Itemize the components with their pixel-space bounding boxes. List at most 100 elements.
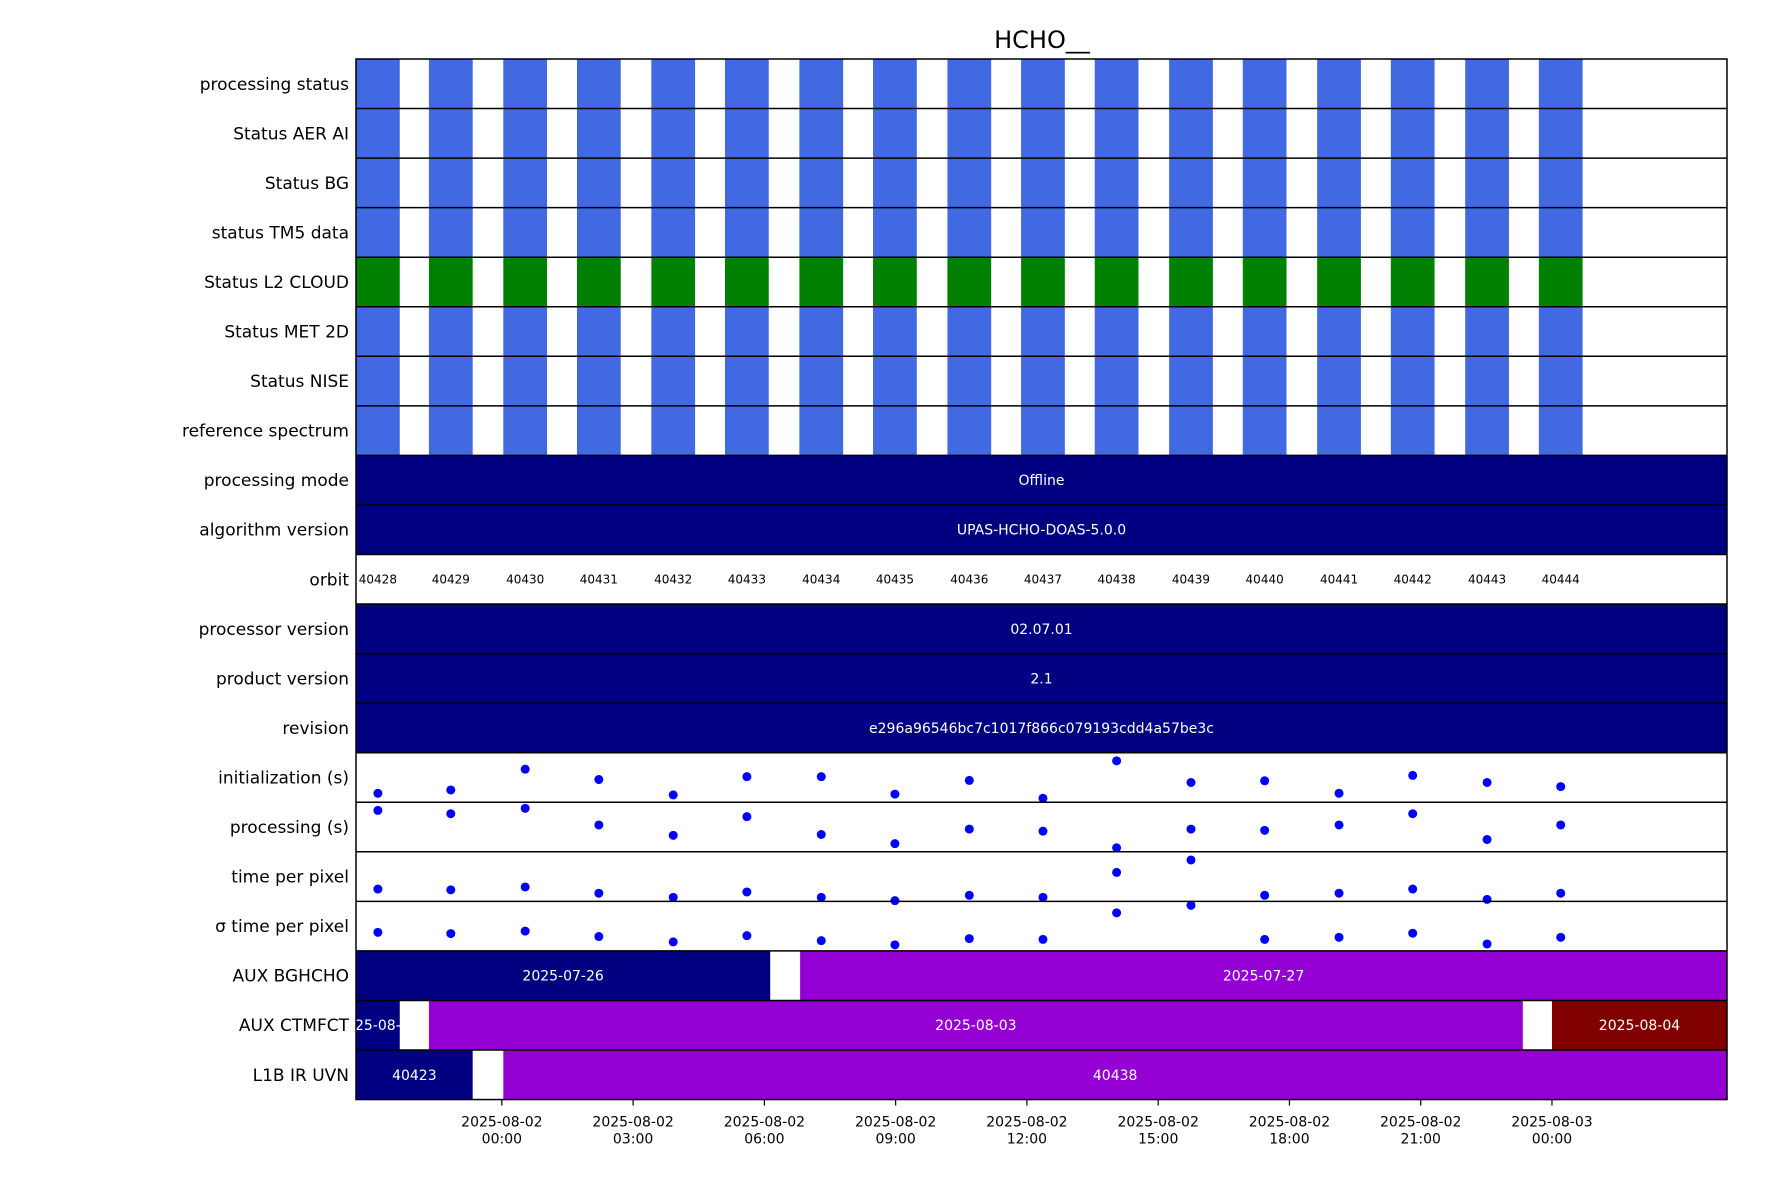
status-bar-status-bg-40431 — [576, 158, 621, 208]
span-bar-revision — [356, 703, 1727, 753]
span-label-revision: e296a96546bc7c1017f866c079193cdd4a57be3c — [869, 721, 1214, 737]
status-bar-processing-status-40429 — [428, 59, 473, 109]
status-bar-status-nise-40433 — [725, 356, 769, 406]
status-bar-reference-spectrum-40428 — [356, 405, 400, 456]
status-bar-status-bg-40437 — [1021, 158, 1065, 208]
row-label-status-met-2d: Status MET 2D — [224, 323, 349, 343]
orbit-label-40433: 40433 — [728, 572, 766, 586]
span-bar-processor-version — [356, 604, 1727, 654]
x-tick-date-2: 2025-08-02 — [724, 1115, 805, 1131]
status-bar-status-nise-40441 — [1317, 356, 1361, 406]
status-bar-reference-spectrum-40444 — [1538, 405, 1583, 456]
status-bar-status-met-2d-40441 — [1317, 306, 1361, 357]
status-bar-processing-status-40428 — [356, 59, 400, 109]
x-tick-time-6: 18:00 — [1269, 1132, 1309, 1148]
aux-segment-aux-bghcho-1 — [800, 950, 1727, 1001]
point-time-per-pixel-40431 — [594, 932, 604, 942]
status-bar-status-nise-40428 — [356, 356, 400, 406]
point-initialization-s-40434 — [816, 772, 826, 782]
status-bar-status-tm5-data-40433 — [725, 207, 769, 258]
status-bar-status-nise-40431 — [576, 356, 621, 406]
x-tick-date-5: 2025-08-02 — [1117, 1115, 1198, 1131]
status-bar-reference-spectrum-40439 — [1169, 405, 1213, 456]
point-initialization-s-40439 — [1186, 777, 1196, 787]
status-bar-status-l2-cloud-40430 — [503, 257, 548, 307]
status-bar-status-tm5-data-40444 — [1538, 207, 1583, 258]
point-time-per-pixel-40437 — [1038, 892, 1048, 902]
point-time-per-pixel-40429 — [446, 885, 456, 895]
plot-content: Offline UPAS-HCHO-DOAS-5.0.0 40428 40429 404… — [337, 59, 1727, 1100]
span-label-processing-mode: Offline — [1019, 473, 1065, 489]
point-initialization-s-40443 — [1482, 777, 1492, 787]
orbit-label-40434: 40434 — [802, 572, 840, 586]
status-bar-processing-status-40432 — [651, 59, 696, 109]
orbit-label-40430: 40430 — [506, 572, 544, 586]
status-bar-status-l2-cloud-40434 — [799, 257, 844, 307]
point-time-per-pixel-40428 — [373, 927, 383, 937]
status-bar-status-aer-ai-40429 — [428, 108, 473, 159]
point-initialization-s-40437 — [1038, 793, 1048, 803]
status-bar-processing-status-40442 — [1390, 59, 1435, 109]
aux-segment-label-aux-bghcho-0: 2025-07-26 — [522, 969, 603, 985]
row-label-reference-spectrum: reference spectrum — [182, 422, 349, 442]
point-time-per-pixel-40439 — [1186, 900, 1196, 910]
status-bar-status-met-2d-40431 — [576, 306, 621, 357]
status-bar-status-l2-cloud-40440 — [1242, 257, 1287, 307]
point-time-per-pixel-40432 — [668, 937, 678, 947]
status-bar-status-l2-cloud-40443 — [1465, 257, 1509, 307]
status-bar-status-aer-ai-40430 — [503, 108, 548, 159]
aux-segment-label-l1b-ir-uvn-0: 40423 — [392, 1068, 437, 1084]
aux-segment-aux-bghcho-0 — [356, 950, 771, 1001]
point-time-per-pixel-40439 — [1186, 855, 1196, 865]
point-time-per-pixel-40440 — [1260, 934, 1270, 944]
status-bar-status-aer-ai-40438 — [1094, 108, 1139, 159]
status-bar-status-aer-ai-40444 — [1538, 108, 1583, 159]
status-bar-status-aer-ai-40435 — [873, 108, 917, 159]
x-tick-time-5: 15:00 — [1138, 1132, 1178, 1148]
status-bar-reference-spectrum-40433 — [725, 405, 769, 456]
status-bar-status-bg-40434 — [799, 158, 844, 208]
row-label-algorithm-version: algorithm version — [199, 521, 349, 541]
status-bar-status-nise-40429 — [428, 356, 473, 406]
status-bar-status-met-2d-40428 — [356, 306, 400, 357]
point-processing-s-40437 — [1038, 826, 1048, 836]
point-time-per-pixel-40436 — [964, 890, 974, 900]
status-bar-status-nise-40437 — [1021, 356, 1065, 406]
row-label-initialization-s: initialization (s) — [218, 768, 349, 788]
point-processing-s-40435 — [890, 839, 900, 849]
status-bar-status-bg-40442 — [1390, 158, 1435, 208]
status-bar-status-met-2d-40439 — [1169, 306, 1213, 357]
x-tick-time-8: 00:00 — [1532, 1132, 1572, 1148]
status-bar-status-aer-ai-40441 — [1317, 108, 1361, 159]
status-bar-processing-status-40440 — [1242, 59, 1287, 109]
aux-segment-aux-ctmfct-1 — [428, 1000, 1523, 1050]
aux-segment-label-l1b-ir-uvn-1: 40438 — [1093, 1068, 1138, 1084]
row-label-time-per-pixel: σ time per pixel — [215, 917, 349, 937]
status-bar-reference-spectrum-40432 — [651, 405, 696, 456]
point-processing-s-40441 — [1334, 820, 1344, 830]
row-label-status-aer-ai: Status AER AI — [233, 124, 349, 144]
status-bar-status-nise-40435 — [873, 356, 917, 406]
point-time-per-pixel-40430 — [520, 926, 530, 936]
status-bar-processing-status-40436 — [947, 59, 992, 109]
aux-segment-label-aux-ctmfct-0: 2025-08-02 — [337, 1018, 418, 1034]
status-bar-status-bg-40444 — [1538, 158, 1583, 208]
point-processing-s-40433 — [742, 812, 752, 822]
status-bar-status-aer-ai-40432 — [651, 108, 696, 159]
status-bar-status-tm5-data-40441 — [1317, 207, 1361, 258]
status-bar-status-aer-ai-40443 — [1465, 108, 1509, 159]
point-time-per-pixel-40433 — [742, 887, 752, 897]
status-bar-status-tm5-data-40442 — [1390, 207, 1435, 258]
plot-area: Offline UPAS-HCHO-DOAS-5.0.0 40428 40429 404… — [182, 58, 1728, 1148]
plot-frame — [355, 58, 1728, 1101]
status-bar-status-tm5-data-40435 — [873, 207, 917, 258]
x-tick-time-4: 12:00 — [1007, 1132, 1047, 1148]
status-bar-processing-status-40438 — [1094, 59, 1139, 109]
point-time-per-pixel-40442 — [1408, 884, 1418, 894]
span-bar-algorithm-version — [356, 504, 1727, 555]
orbit-label-40440: 40440 — [1246, 572, 1284, 586]
point-processing-s-40434 — [816, 830, 826, 840]
aux-segment-label-aux-bghcho-1: 2025-07-27 — [1223, 969, 1304, 985]
status-bar-processing-status-40441 — [1317, 59, 1361, 109]
point-time-per-pixel-40441 — [1334, 888, 1344, 898]
